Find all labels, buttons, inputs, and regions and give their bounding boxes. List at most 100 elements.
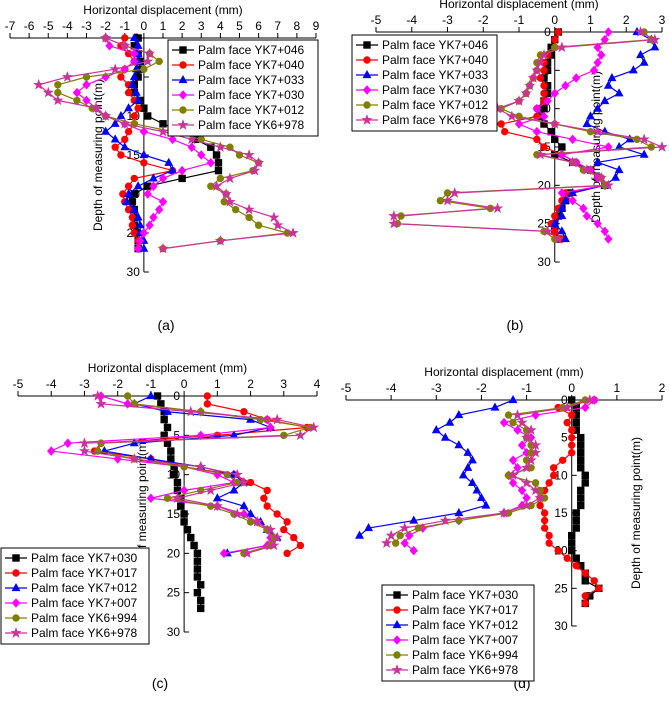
marker [90, 102, 102, 113]
marker [545, 479, 553, 487]
marker [540, 89, 548, 98]
marker [514, 119, 524, 129]
marker [567, 156, 579, 168]
marker [597, 50, 606, 60]
marker [604, 234, 613, 244]
marker [290, 533, 298, 542]
marker [105, 41, 114, 51]
marker [254, 221, 263, 229]
marker [463, 447, 473, 456]
legend-label: Palm face YK7+007 [31, 596, 138, 610]
series-line [57, 37, 288, 250]
series-line [37, 37, 296, 250]
marker [520, 431, 533, 443]
marker [129, 32, 139, 42]
marker [524, 79, 536, 91]
marker [109, 63, 121, 74]
marker [140, 159, 148, 167]
marker [531, 64, 543, 76]
marker [584, 394, 596, 405]
marker [101, 126, 111, 135]
marker [153, 392, 162, 400]
marker [146, 493, 156, 504]
marker [572, 524, 580, 532]
x-tick-label: -7 [5, 19, 16, 33]
marker [149, 212, 158, 223]
marker [536, 501, 544, 510]
marker [92, 390, 104, 401]
marker [530, 446, 542, 458]
marker [568, 441, 576, 449]
x-tick-label: 0 [141, 19, 148, 33]
marker [139, 228, 149, 238]
x-tick-label: 0 [568, 381, 575, 395]
legend-marker [178, 74, 188, 84]
legend-marker [11, 582, 21, 592]
marker [211, 500, 223, 511]
legend-label: Palm face YK7+046 [382, 38, 489, 52]
marker [538, 49, 550, 60]
y-tick-label: 0 [173, 389, 180, 403]
marker [263, 486, 271, 495]
marker [133, 40, 143, 49]
legend-label: Palm face YK7+012 [382, 98, 489, 112]
marker [491, 202, 504, 214]
marker [572, 516, 580, 525]
marker [454, 410, 464, 419]
marker [476, 492, 486, 502]
x-tick-label: -1 [521, 381, 532, 395]
marker [534, 148, 547, 160]
marker [52, 94, 64, 106]
marker [148, 173, 158, 182]
legend-marker [12, 614, 20, 622]
legend-label: Palm face YK7+012 [31, 581, 138, 595]
panel: -5-4-3-2-1012051015202530Horizontal disp… [341, 365, 666, 691]
legend-marker [393, 591, 401, 599]
marker [561, 80, 570, 91]
marker [508, 455, 518, 466]
marker [195, 460, 207, 472]
marker [634, 26, 647, 37]
marker [283, 549, 291, 558]
marker [639, 149, 649, 158]
legend-box [167, 39, 319, 137]
marker [520, 461, 533, 473]
x-tick-label: 1 [587, 13, 594, 27]
marker [133, 212, 143, 221]
series-line [517, 31, 609, 240]
marker [266, 422, 275, 433]
marker [568, 195, 577, 206]
marker [129, 438, 139, 447]
y-tick-label: 0 [544, 25, 551, 39]
marker [214, 234, 226, 246]
marker [364, 523, 374, 532]
marker [163, 423, 172, 432]
marker [557, 226, 567, 235]
marker [271, 531, 283, 543]
y-tick-label: 25 [167, 586, 181, 600]
y-axis-title: Depth of measuring point(m) [629, 437, 643, 589]
x-tick-label: 3 [280, 377, 287, 391]
x-tick-label: 8 [294, 19, 301, 33]
marker [520, 476, 533, 488]
x-tick-label: -2 [100, 19, 111, 33]
marker [440, 432, 450, 441]
legend-marker [393, 651, 401, 659]
x-tick-label: -3 [442, 13, 453, 27]
marker [95, 397, 107, 409]
legend-label: Palm face YK7+007 [412, 633, 519, 647]
x-tick-label: -3 [79, 377, 90, 391]
marker [556, 41, 568, 53]
marker [100, 32, 112, 43]
marker [506, 110, 518, 122]
marker [187, 533, 195, 542]
marker [656, 141, 668, 152]
marker [185, 405, 197, 417]
y-tick-label: 25 [554, 581, 568, 595]
marker [568, 396, 576, 404]
marker [133, 181, 143, 190]
marker [263, 502, 271, 510]
marker [540, 104, 548, 113]
x-tick-label: -3 [431, 381, 442, 395]
